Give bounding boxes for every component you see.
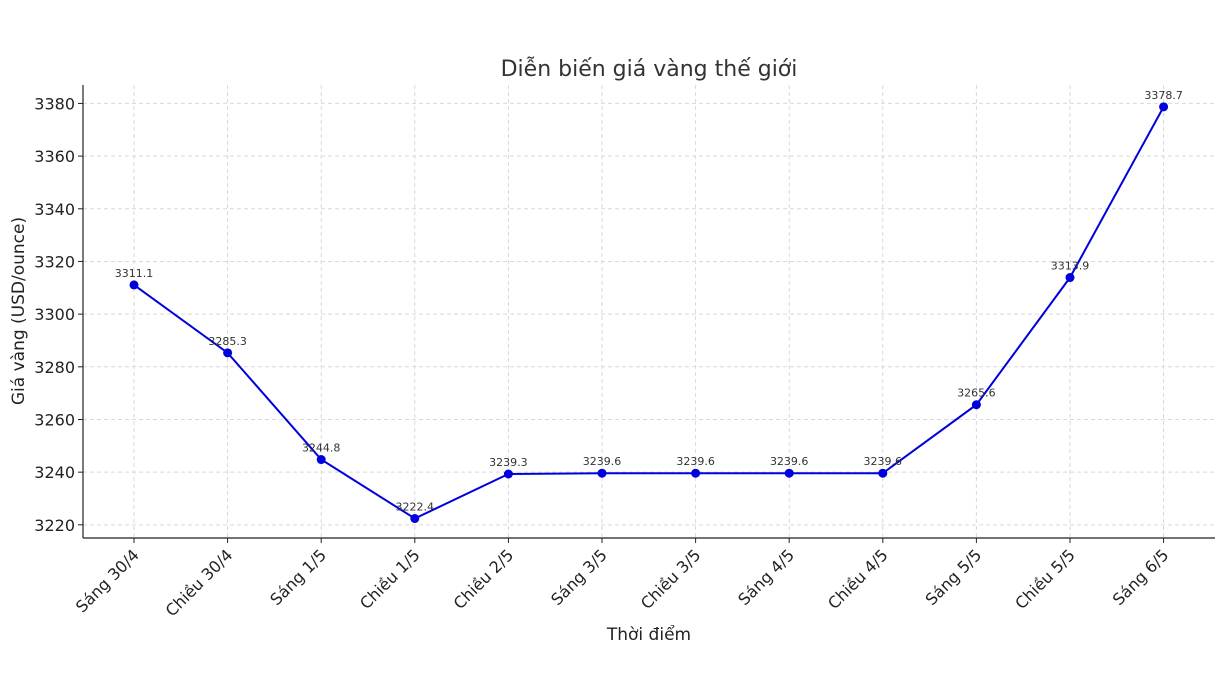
data-point <box>410 514 420 524</box>
data-point <box>129 280 139 290</box>
x-tick-label: Sáng 5/5 <box>922 545 986 609</box>
data-label: 3244.8 <box>302 442 341 455</box>
data-point <box>1159 102 1169 112</box>
x-tick-label: Sáng 30/4 <box>72 545 143 616</box>
y-tick-label: 3380 <box>34 94 75 113</box>
y-tick-label: 3260 <box>34 410 75 429</box>
data-point <box>223 348 233 358</box>
x-tick-label: Sáng 6/5 <box>1109 545 1173 609</box>
data-label: 3378.7 <box>1144 89 1183 102</box>
y-tick-labels: 3220 3240 3260 3280 3300 3320 3340 3360 3380 <box>34 94 75 534</box>
x-tick-label: Chiều 5/5 <box>1011 545 1079 613</box>
data-label: 3265.6 <box>957 387 996 400</box>
y-tick-label: 3360 <box>34 147 75 166</box>
data-label: 3285.3 <box>208 335 247 348</box>
data-point <box>784 468 794 478</box>
series-line <box>133 106 1165 520</box>
y-tick-label: 3320 <box>34 252 75 271</box>
x-tick-label: Chiều 2/5 <box>450 545 518 613</box>
data-label: 3239.3 <box>489 456 528 469</box>
data-label: 3222.4 <box>396 501 435 514</box>
y-axis-label: Giá vàng (USD/ounce) <box>9 217 29 405</box>
grid-layer <box>83 85 1215 538</box>
x-tick-label: Chiều 1/5 <box>356 545 424 613</box>
data-label: 3239.6 <box>770 455 809 468</box>
x-tick-label: Chiều 30/4 <box>162 545 237 620</box>
data-point <box>316 455 326 465</box>
data-label: 3239.6 <box>864 455 903 468</box>
y-tick-label: 3280 <box>34 358 75 377</box>
x-tick-label: Sáng 4/5 <box>734 545 798 609</box>
data-point <box>597 468 607 478</box>
y-tick-label: 3240 <box>34 463 75 482</box>
data-point <box>878 468 888 478</box>
x-tick-label: Sáng 1/5 <box>266 545 330 609</box>
x-tick-labels: Sáng 30/4 Chiều 30/4 Sáng 1/5 Chiều 1/5 Chiề… <box>72 545 1173 620</box>
y-tick-label: 3300 <box>34 305 75 324</box>
data-label: 3311.1 <box>115 267 154 280</box>
y-tick-label: 3220 <box>34 516 75 535</box>
chart-title: Diễn biến giá vàng thế giới <box>501 56 798 82</box>
series-layer <box>129 102 1169 524</box>
x-axis-label: Thời điểm <box>606 624 691 645</box>
data-point <box>691 468 701 478</box>
x-tick-label: Chiều 3/5 <box>637 545 705 613</box>
data-label: 3313.9 <box>1051 260 1090 273</box>
data-label: 3239.6 <box>583 455 622 468</box>
data-labels: 3311.1 3285.3 3244.8 3222.4 3239.3 3239.6 3239… <box>115 89 1183 514</box>
x-tick-label: Sáng 3/5 <box>547 545 611 609</box>
data-point <box>1065 273 1075 283</box>
data-point <box>503 469 513 479</box>
y-tick-label: 3340 <box>34 200 75 219</box>
data-label: 3239.6 <box>676 455 715 468</box>
data-point <box>971 400 981 410</box>
x-tick-label: Chiều 4/5 <box>824 545 892 613</box>
axes-layer <box>78 85 1215 543</box>
